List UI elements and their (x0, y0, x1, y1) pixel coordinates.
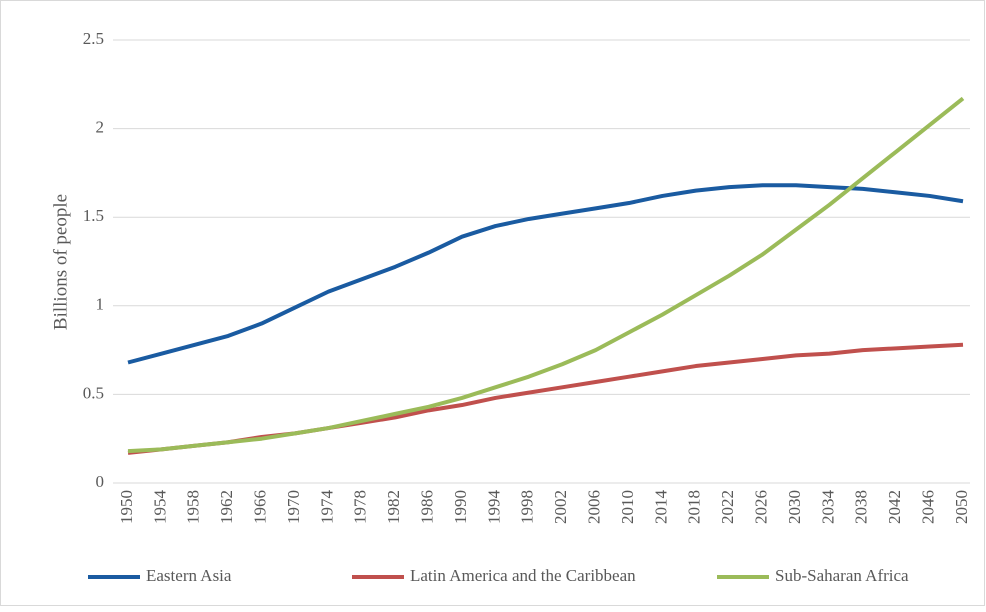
y-tick-label: 2 (96, 118, 105, 137)
x-tick-label: 1998 (518, 490, 537, 524)
x-tick-label: 1962 (217, 490, 236, 524)
x-tick-label: 2038 (852, 490, 871, 524)
y-tick-label: 1 (96, 295, 105, 314)
x-tick-label: 1966 (251, 490, 270, 524)
legend-label: Sub-Saharan Africa (775, 566, 909, 585)
x-tick-label: 2050 (952, 490, 971, 524)
x-tick-label: 2018 (685, 490, 704, 524)
legend-label: Latin America and the Caribbean (410, 566, 636, 585)
y-tick-label: 2.5 (83, 29, 104, 48)
x-tick-label: 2042 (885, 490, 904, 524)
x-tick-label: 2046 (919, 490, 938, 524)
x-tick-label: 1990 (451, 490, 470, 524)
y-tick-label: 0.5 (83, 383, 104, 402)
line-series (127, 96, 965, 454)
x-tick-label: 2034 (818, 490, 837, 525)
y-axis-label: Billions of people (50, 194, 71, 330)
x-tick-label: 2014 (651, 490, 670, 525)
x-tick-label: 2002 (551, 490, 570, 524)
x-tick-label: 2026 (752, 490, 771, 524)
x-tick-label: 1958 (184, 490, 203, 524)
x-tick-label: 1978 (351, 490, 370, 524)
x-tick-label: 1954 (150, 490, 169, 525)
x-tick-label: 2022 (718, 490, 737, 524)
x-tick-label: 1970 (284, 490, 303, 524)
x-tick-label: 1986 (418, 490, 437, 524)
x-tick-label: 2006 (585, 490, 604, 524)
x-tick-label: 2030 (785, 490, 804, 524)
line-series (127, 183, 964, 365)
legend-label: Eastern Asia (146, 566, 232, 585)
x-tick-label: 1994 (484, 490, 503, 525)
x-tick-label: 1950 (117, 490, 136, 524)
x-tick-label: 1974 (317, 490, 336, 525)
y-tick-label: 1.5 (83, 206, 104, 225)
x-tick-label: 2010 (618, 490, 637, 524)
x-tick-label: 1982 (384, 490, 403, 524)
y-tick-label: 0 (96, 472, 105, 491)
